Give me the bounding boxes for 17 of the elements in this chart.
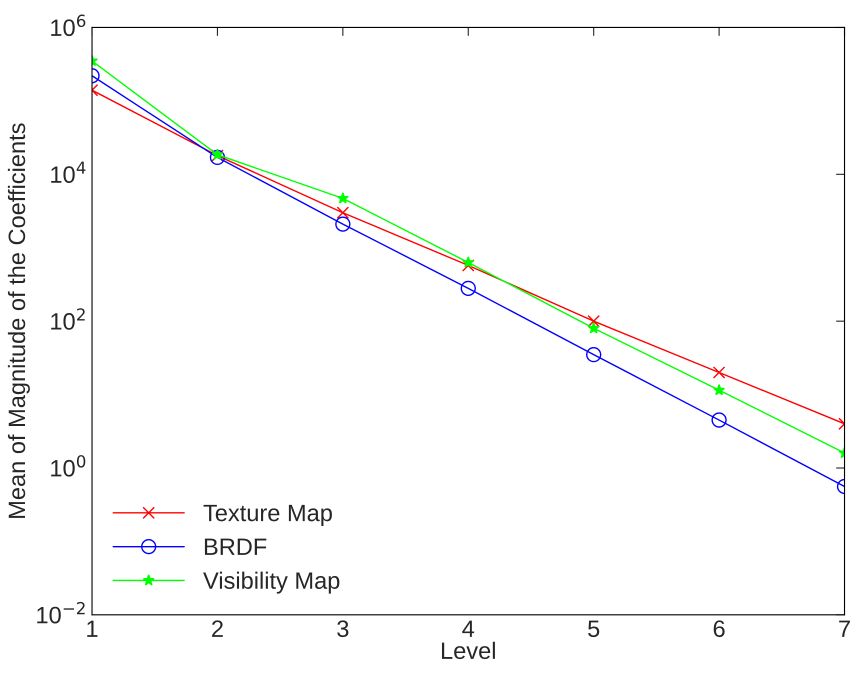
y-tick-label: 10$^{0}$ (51, 455, 86, 477)
x-tick-label: 1 (87, 620, 98, 637)
legend-label: BRDF (204, 538, 266, 555)
x-tick-label: 2 (212, 620, 223, 637)
y-tick-label: 10$^{4}$ (51, 162, 86, 183)
x-tick-label: 3 (337, 620, 348, 638)
x-tick-label: 7 (839, 620, 850, 637)
y-axis-title: Mean of Magnitude of the Coefficients (8, 123, 30, 518)
x-tick-label: 6 (714, 620, 725, 638)
x-tick-label: 5 (588, 620, 600, 638)
legend-label: Visibility Map (203, 572, 340, 594)
x-axis-title: Level (442, 642, 495, 660)
legend-label: Texture Map (204, 504, 332, 526)
x-tick-label: 4 (462, 620, 474, 637)
y-tick-label: 10$^{2}$ (51, 308, 85, 330)
y-tick-label: 10$^{−2}$ (37, 602, 85, 624)
y-tick-label: 10$^{6}$ (51, 14, 86, 36)
